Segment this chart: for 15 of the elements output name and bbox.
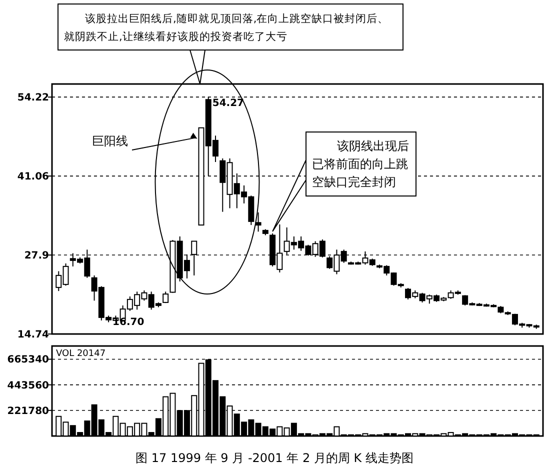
annotation: VOL 20147 [56, 349, 106, 359]
annotation: 54.27 [212, 98, 244, 109]
annotation: 该阴线出现后已将前面的向上跳空缺口完全封闭 [312, 139, 409, 189]
y-tick-label: 665340 [7, 354, 50, 366]
y-tick-label: 41.06 [17, 172, 50, 183]
y-tick-label: 54.22 [17, 92, 50, 104]
candlestick [255, 212, 262, 232]
annotation: 16.70 [112, 317, 144, 328]
text: 该股拉出巨阳线后,随即就见顶回落,在向上跳空缺口被封闭后、就阴跌不止,让继续看好该股的投资者吃了大亏 [64, 12, 389, 43]
y-tick-label: 221780 [7, 406, 50, 417]
caption: 图 17 1999 年 9 月 -2001 年 2 月的周 K 线走势图 [136, 451, 414, 465]
y-tick-label: 443560 [7, 380, 50, 392]
y-tick-label: 27.9 [24, 250, 50, 262]
y-tick-label: 14.74 [17, 330, 50, 340]
annotation: 巨阳线 [92, 134, 128, 148]
